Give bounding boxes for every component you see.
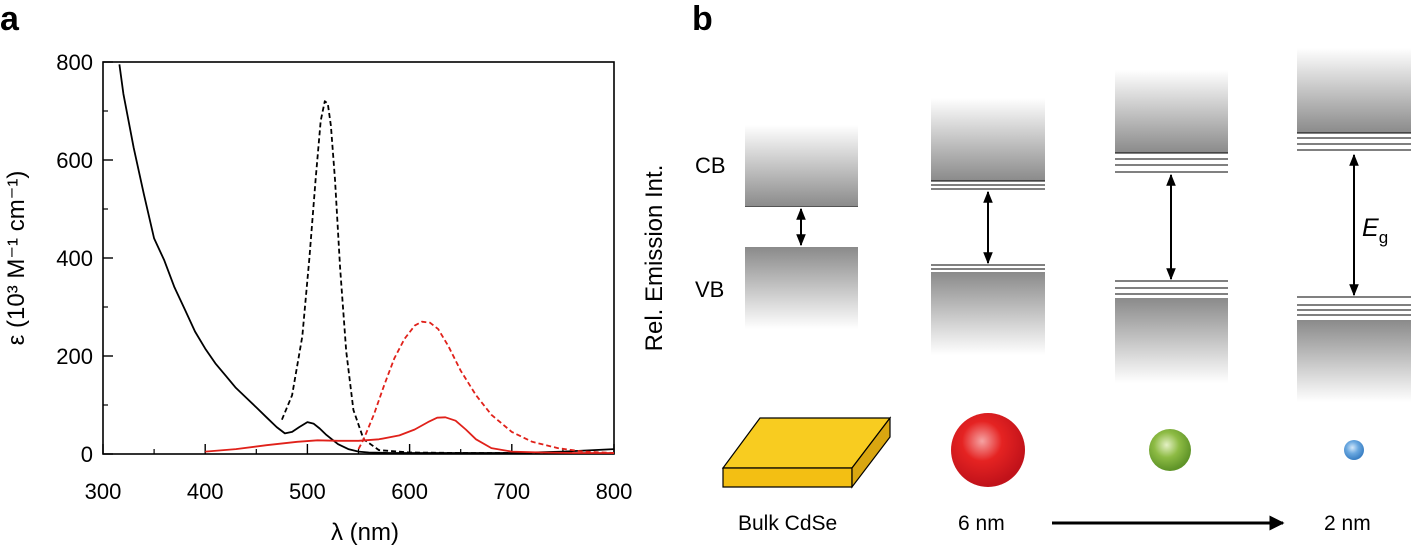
bulk-conduction-band — [745, 125, 858, 207]
blue-quantum-dot — [1344, 440, 1364, 460]
x-tick-label: 300 — [85, 479, 122, 504]
bulk-cdse-label: Bulk CdSe — [738, 512, 837, 535]
x-tick-label: 700 — [493, 479, 530, 504]
rel-emission-axis-title: Rel. Emission Int. — [641, 165, 668, 352]
plot-frame — [102, 61, 615, 455]
eg-main: E — [1362, 214, 1379, 242]
x-tick-label: 500 — [289, 479, 326, 504]
bulk-band-diagram — [745, 125, 858, 329]
slab-side — [851, 416, 891, 489]
x-axis-title: λ (nm) — [331, 519, 399, 546]
eg-sub: g — [1379, 228, 1388, 247]
medium-qd-conduction-band — [1115, 70, 1228, 153]
y-tick-label: 400 — [56, 246, 93, 271]
y-tick-label: 800 — [56, 50, 93, 75]
small-size-label: 2 nm — [1324, 512, 1371, 535]
cb-label: CB — [695, 153, 726, 178]
panel-b-letter: b — [692, 0, 713, 38]
large-size-label: 6 nm — [958, 512, 1005, 535]
medium-qd-band-diagram — [1115, 70, 1228, 383]
series-large-QD-emission — [357, 320, 615, 454]
bulk-valence-band — [745, 247, 858, 329]
small-qd-band-diagram: Eg — [1297, 48, 1411, 402]
red-quantum-dot — [951, 413, 1025, 487]
green-quantum-dot — [1149, 429, 1191, 471]
large-qd-conduction-band — [931, 98, 1045, 181]
x-tick-label: 800 — [596, 479, 633, 504]
large-qd-valence-band — [931, 272, 1045, 355]
y-tick-label: 200 — [56, 344, 93, 369]
y-axis-title: ε (10³ M⁻¹ cm⁻¹) — [3, 171, 30, 346]
bulk-cdse-slab — [721, 416, 892, 489]
y-tick-label: 600 — [56, 148, 93, 173]
x-tick-label: 400 — [187, 479, 224, 504]
eg-label: Eg — [1362, 214, 1388, 247]
small-qd-valence-band — [1297, 320, 1411, 402]
y-tick-label: 0 — [81, 442, 93, 467]
medium-qd-valence-band — [1115, 298, 1228, 383]
series-small-QD-absorption — [118, 64, 615, 454]
x-tick-label: 600 — [391, 479, 428, 504]
small-qd-conduction-band — [1297, 48, 1411, 133]
series-small-QD-emission — [281, 100, 574, 454]
series-large-QD-absorption — [205, 416, 614, 454]
panel-a-letter: a — [0, 0, 20, 38]
slab-front — [722, 467, 853, 488]
vb-label: VB — [695, 277, 724, 302]
absorption-emission-chart: 0 200 400 600 800 300 400 500 600 700 800 — [56, 50, 632, 504]
large-qd-band-diagram — [931, 98, 1045, 355]
